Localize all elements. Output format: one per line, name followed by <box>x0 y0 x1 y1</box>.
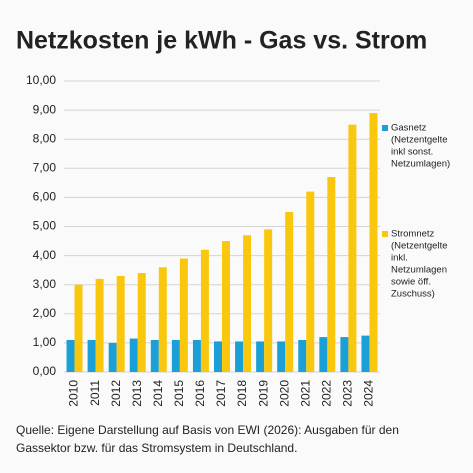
bar <box>171 339 180 372</box>
legend-label: Gasnetz <box>391 123 427 134</box>
bar <box>306 191 315 372</box>
x-tick-label: 2016 <box>193 380 207 407</box>
chart-title: Netzkosten je kWh - Gas vs. Strom <box>16 27 427 55</box>
bar <box>66 339 75 372</box>
legend-label: Stromnetz <box>391 229 435 240</box>
legend-note: (Netzentgelte <box>391 241 448 252</box>
source-line: Gassektor bzw. für das Stromsystem in De… <box>16 441 297 455</box>
bar <box>298 339 307 372</box>
legend-note: Netzumlagen) <box>391 159 450 170</box>
bar <box>158 267 167 372</box>
bar <box>179 258 188 372</box>
bar <box>243 235 252 372</box>
source-line: Quelle: Eigene Darstellung auf Basis von… <box>16 423 399 437</box>
y-tick-label: 1,00 <box>33 335 57 349</box>
bar <box>222 241 230 372</box>
legend-note: sowie öff. <box>391 277 431 288</box>
legend-swatch <box>382 231 388 237</box>
bar <box>108 342 117 372</box>
bar <box>327 177 336 372</box>
x-tick-label: 2021 <box>298 380 312 407</box>
x-tick-label: 2012 <box>109 380 123 407</box>
y-tick-label: 7,00 <box>33 160 57 174</box>
y-tick-label: 2,00 <box>33 306 57 320</box>
bar <box>200 249 209 372</box>
bar <box>319 337 328 372</box>
bar <box>116 275 125 372</box>
x-tick-label: 2020 <box>277 380 291 407</box>
x-tick-label: 2015 <box>172 380 186 407</box>
bar <box>264 229 273 372</box>
x-tick-label: 2022 <box>320 380 334 407</box>
x-tick-label: 2019 <box>256 380 270 407</box>
bar <box>137 273 146 372</box>
bar <box>369 113 378 372</box>
legend-note: (Netzentgelte <box>391 135 448 146</box>
x-tick-label: 2023 <box>341 380 355 407</box>
y-tick-label: 8,00 <box>33 131 57 145</box>
bar <box>340 337 349 372</box>
y-tick-label: 5,00 <box>33 219 57 233</box>
bar <box>95 278 104 372</box>
legend-note: inkl sonst. <box>391 147 433 158</box>
y-tick-label: 3,00 <box>33 277 57 291</box>
legend-note: inkl. <box>391 253 408 264</box>
x-tick-label: 2013 <box>130 380 144 407</box>
legend-note: Zuschuss) <box>391 289 435 300</box>
bar <box>361 335 370 372</box>
bar <box>192 339 201 372</box>
legend-note: Netzumlagen <box>391 265 447 276</box>
bar <box>277 341 286 372</box>
bar <box>285 211 294 372</box>
x-tick-label: 2014 <box>151 380 165 407</box>
bar <box>74 284 83 372</box>
x-tick-label: 2010 <box>67 380 81 407</box>
x-tick-label: 2018 <box>235 380 249 407</box>
y-tick-label: 10,00 <box>26 73 56 87</box>
bar <box>348 124 357 373</box>
y-tick-label: 9,00 <box>33 102 57 116</box>
bar <box>256 341 265 372</box>
bar <box>235 341 244 372</box>
x-tick-label: 2024 <box>362 380 376 407</box>
y-tick-label: 0,00 <box>33 364 57 378</box>
y-tick-label: 6,00 <box>33 190 57 204</box>
x-tick-label: 2017 <box>214 380 228 407</box>
bar <box>214 341 222 372</box>
x-tick-label: 2011 <box>88 380 102 406</box>
bar <box>150 339 159 372</box>
legend-swatch <box>382 125 388 131</box>
bar <box>129 338 138 372</box>
y-tick-label: 4,00 <box>33 248 57 262</box>
bar <box>87 339 96 372</box>
